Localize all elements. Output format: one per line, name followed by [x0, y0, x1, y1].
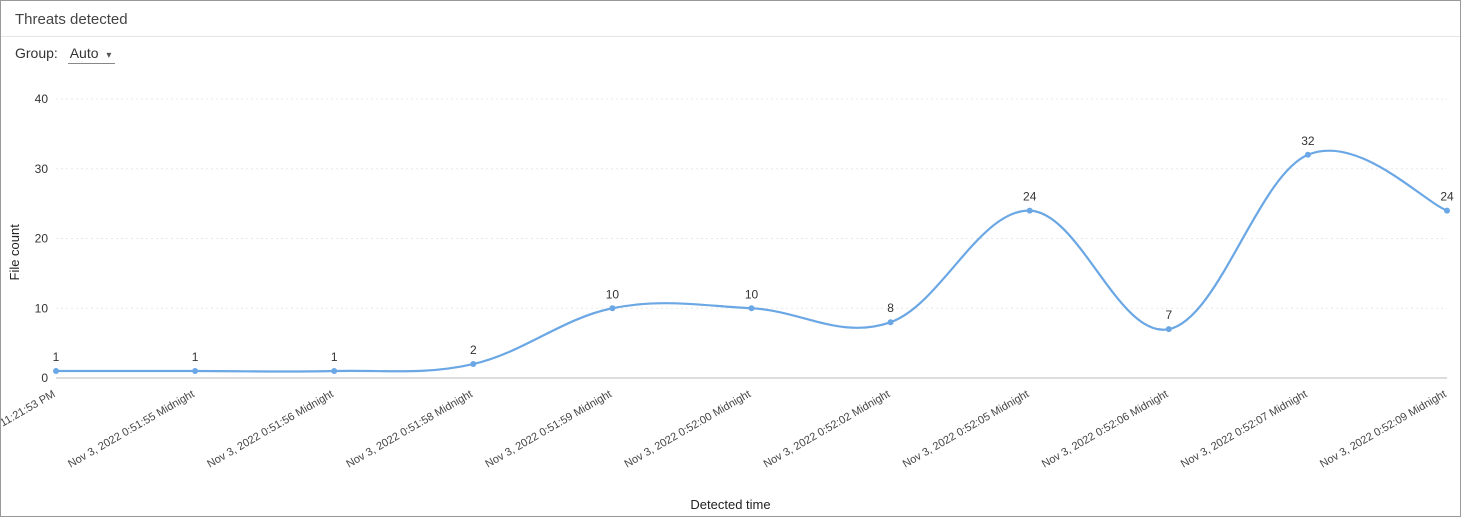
y-axis-label: File count — [7, 224, 22, 280]
panel-title: Threats detected — [1, 1, 1460, 37]
svg-text:Nov 3, 2022 0:51:58 Midnight: Nov 3, 2022 0:51:58 Midnight — [344, 388, 474, 470]
svg-text:10: 10 — [35, 301, 49, 315]
svg-text:7: 7 — [1165, 308, 1172, 322]
svg-text:Nov 3, 2022 0:52:05 Midnight: Nov 3, 2022 0:52:05 Midnight — [901, 388, 1031, 470]
group-row: Group: Auto ▾ — [1, 37, 1460, 64]
svg-text:Nov 3, 2022 0:52:09 Midnight: Nov 3, 2022 0:52:09 Midnight — [1318, 388, 1448, 470]
group-select-value: Auto — [70, 45, 99, 61]
svg-text:8: 8 — [887, 301, 894, 315]
svg-text:24: 24 — [1023, 190, 1037, 204]
svg-text:Nov 3, 2022 0:51:56 Midnight: Nov 3, 2022 0:51:56 Midnight — [205, 388, 335, 470]
svg-text:10: 10 — [606, 287, 620, 301]
svg-text:32: 32 — [1301, 134, 1315, 148]
chart-area: File count 01020304011121010824732242 11… — [1, 71, 1460, 516]
svg-text:24: 24 — [1440, 190, 1454, 204]
line-chart: 01020304011121010824732242 11:21:53 PMNo… — [1, 71, 1461, 517]
svg-text:2: 2 — [470, 343, 477, 357]
threats-panel: Threats detected Group: Auto ▾ File coun… — [0, 0, 1461, 517]
svg-text:Nov 3, 2022 0:52:02 Midnight: Nov 3, 2022 0:52:02 Midnight — [762, 388, 892, 470]
svg-text:1: 1 — [53, 350, 60, 364]
svg-text:Nov 3, 2022 0:51:59 Midnight: Nov 3, 2022 0:51:59 Midnight — [483, 388, 613, 470]
svg-text:1: 1 — [192, 350, 199, 364]
chevron-down-icon: ▾ — [106, 50, 111, 61]
svg-text:30: 30 — [35, 162, 49, 176]
svg-text:1: 1 — [331, 350, 338, 364]
svg-text:40: 40 — [35, 92, 49, 106]
svg-text:0: 0 — [41, 371, 48, 385]
svg-text:Nov 3, 2022 0:52:07 Midnight: Nov 3, 2022 0:52:07 Midnight — [1179, 388, 1309, 470]
svg-text:20: 20 — [35, 232, 49, 246]
x-axis-label: Detected time — [690, 497, 770, 512]
svg-text:Nov 3, 2022 0:52:06 Midnight: Nov 3, 2022 0:52:06 Midnight — [1040, 388, 1170, 470]
group-select[interactable]: Auto ▾ — [68, 45, 116, 64]
svg-text:10: 10 — [745, 287, 759, 301]
svg-text:Nov 3, 2022 0:51:55 Midnight: Nov 3, 2022 0:51:55 Midnight — [66, 388, 196, 470]
group-label: Group: — [15, 45, 58, 61]
svg-text:Nov 3, 2022 0:52:00 Midnight: Nov 3, 2022 0:52:00 Midnight — [623, 388, 753, 470]
svg-text:2 11:21:53 PM: 2 11:21:53 PM — [1, 388, 58, 434]
